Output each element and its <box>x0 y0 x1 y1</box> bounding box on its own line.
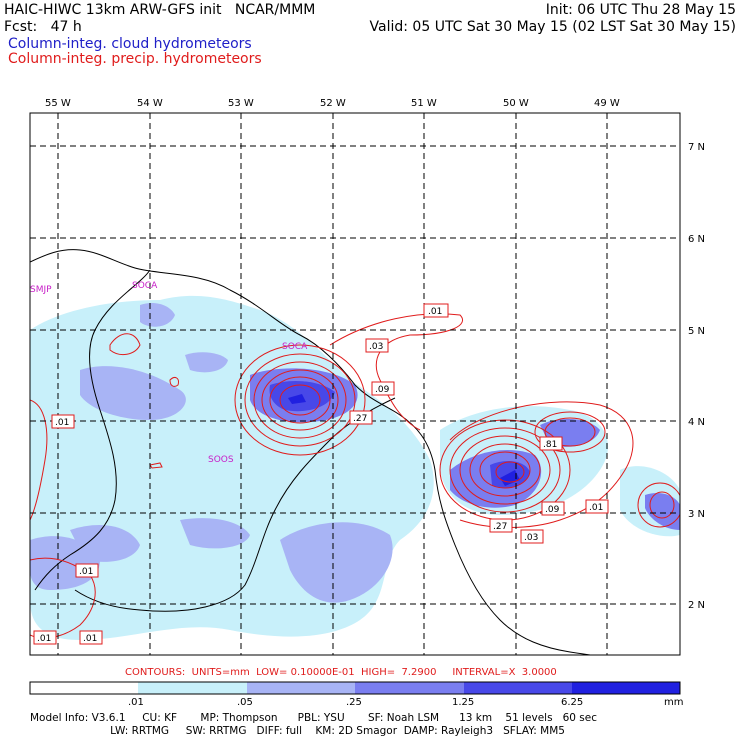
contour-label: .01 <box>423 303 449 318</box>
colorbar-ticks: .01 .05 .25 1.25 6.25 mm <box>128 697 683 708</box>
station-label: SOCA <box>132 281 158 291</box>
lon-label: 54 W <box>137 98 163 109</box>
station-labels: SMJP SOCA SOCA SOOS <box>30 281 308 465</box>
svg-text:.27: .27 <box>353 414 367 424</box>
map-frame <box>29 112 681 656</box>
contour-label: .27 <box>349 410 373 425</box>
lat-label: 3 N <box>688 509 705 520</box>
contour-label: .01 <box>79 630 103 645</box>
contour-label: .09 <box>371 381 395 396</box>
contour-label: .81 <box>539 436 563 451</box>
lon-label: 49 W <box>594 98 620 109</box>
contour-label: .01 <box>33 630 57 645</box>
contour-label: .01 <box>585 499 609 514</box>
svg-text:.27: .27 <box>493 522 507 532</box>
svg-text:.01: .01 <box>55 418 69 428</box>
valid-time: Valid: 05 UTC Sat 30 May 15 (02 LST Sat … <box>369 19 736 35</box>
lon-label: 53 W <box>228 98 254 109</box>
lat-label: 2 N <box>688 600 705 611</box>
init-time: Init: 06 UTC Thu 28 May 15 <box>545 2 736 18</box>
contour-info: CONTOURS: UNITS=mm LOW= 0.10000E-01 HIGH… <box>125 667 557 678</box>
station-label: SOCA <box>282 342 308 352</box>
colorbar <box>29 681 681 695</box>
lat-label: 6 N <box>688 234 705 245</box>
svg-text:.01: .01 <box>589 503 603 513</box>
lon-labels: 55 W 54 W 53 W 52 W 51 W 50 W 49 W <box>45 98 620 109</box>
lon-label: 50 W <box>503 98 529 109</box>
contour-label: .01 <box>51 414 75 429</box>
svg-text:.81: .81 <box>543 440 557 450</box>
colorbar-tick: 6.25 <box>561 697 583 708</box>
lat-label: 7 N <box>688 142 705 153</box>
field-cloud-label: Column-integ. cloud hydrometeors <box>8 36 252 52</box>
contour-label: .03 <box>365 338 389 353</box>
contour-label: .03 <box>520 529 544 544</box>
forecast-hour: Fcst: 47 h <box>4 19 82 35</box>
map-area <box>30 113 680 655</box>
svg-text:.01: .01 <box>79 567 93 577</box>
lon-label: 55 W <box>45 98 71 109</box>
plot-title: HAIC-HIWC 13km ARW-GFS init NCAR/MMM <box>4 2 316 18</box>
colorbar-tick: .05 <box>237 697 253 708</box>
cloud-shading <box>30 295 680 640</box>
lat-label: 4 N <box>688 417 705 428</box>
contour-labels: .01 .03 .09 .27 .01 .81 .09 .01 .27 .03 … <box>33 303 609 645</box>
svg-text:.09: .09 <box>375 385 390 395</box>
colorbar-tick: 1.25 <box>452 697 474 708</box>
station-label: SOOS <box>208 455 234 465</box>
colorbar-units: mm <box>664 697 683 708</box>
svg-text:.01: .01 <box>428 307 442 317</box>
lon-label: 52 W <box>320 98 346 109</box>
colorbar-tick: .01 <box>128 697 144 708</box>
contour-label: .27 <box>489 518 513 533</box>
svg-text:.03: .03 <box>369 342 383 352</box>
model-info-line2: LW: RRTMG SW: RRTMG DIFF: full KM: 2D Sm… <box>30 725 565 737</box>
coastlines <box>30 249 594 655</box>
contour-label: .01 <box>75 563 99 578</box>
lat-label: 5 N <box>688 326 705 337</box>
field-precip-label: Column-integ. precip. hydrometeors <box>8 51 262 67</box>
model-info-line1: Model Info: V3.6.1 CU: KF MP: Thompson P… <box>30 712 597 724</box>
lat-labels: 7 N 6 N 5 N 4 N 3 N 2 N <box>688 142 705 611</box>
contour-label: .09 <box>541 501 565 516</box>
svg-text:.03: .03 <box>524 533 538 543</box>
station-label: SMJP <box>30 285 52 295</box>
colorbar-tick: .25 <box>346 697 362 708</box>
lon-label: 51 W <box>411 98 437 109</box>
svg-text:.01: .01 <box>83 634 97 644</box>
svg-text:.01: .01 <box>37 634 51 644</box>
svg-text:.09: .09 <box>545 505 560 515</box>
